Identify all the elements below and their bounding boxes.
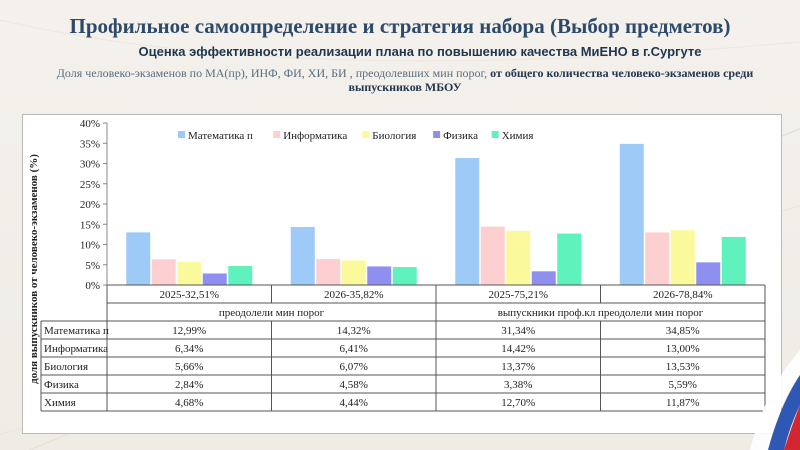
bar-2-2 xyxy=(316,259,341,285)
x-tick-label: 2026-35,82% xyxy=(324,289,384,301)
bar-1-4 xyxy=(619,143,644,285)
table-cell: 14,32% xyxy=(337,325,371,337)
x-tick-label: 2026-78,84% xyxy=(653,289,713,301)
bar-5-3 xyxy=(557,233,582,285)
legend-swatch xyxy=(433,131,441,138)
table-cell: 4,68% xyxy=(175,397,203,409)
table-cell: 2,84% xyxy=(175,379,203,391)
table-cell: 5,66% xyxy=(175,361,203,373)
y-tick-label: 40% xyxy=(80,118,100,130)
x-group-label: преодолели мин порог xyxy=(219,307,325,319)
y-axis-label: доля выпускников от человеко-экзаменов (… xyxy=(28,154,40,384)
bar-5-4 xyxy=(721,236,746,285)
legend-swatch xyxy=(273,131,281,138)
chart-panel: доля выпускников от человеко-экзаменов (… xyxy=(22,114,782,434)
x-group-label: выпускники проф.кл преодолели мин порог xyxy=(498,307,704,319)
table-cell: 6,41% xyxy=(340,343,368,355)
y-tick-label: 15% xyxy=(80,219,100,231)
bar-5-2 xyxy=(392,267,417,285)
x-tick-label: 2025-75,21% xyxy=(488,289,548,301)
table-cell: 34,85% xyxy=(666,325,700,337)
table-cell: 12,99% xyxy=(172,325,206,337)
y-tick-label: 25% xyxy=(80,179,100,191)
table-cell: 14,42% xyxy=(501,343,535,355)
table-cell: 4,44% xyxy=(340,397,368,409)
bar-3-3 xyxy=(506,230,531,285)
table-cell: 12,70% xyxy=(501,397,535,409)
bar-1-1 xyxy=(126,232,151,285)
table-cell: 4,58% xyxy=(340,379,368,391)
table-row-header: Математика п xyxy=(44,325,109,337)
table-cell: 13,53% xyxy=(666,361,700,373)
legend-label: Химия xyxy=(502,130,534,142)
bar-chart: доля выпускников от человеко-экзаменов (… xyxy=(28,118,766,412)
bar-3-4 xyxy=(670,230,695,285)
bar-3-2 xyxy=(341,260,366,285)
table-row-header: Биология xyxy=(44,361,88,373)
table-row-header: Физика xyxy=(44,379,79,391)
legend-label: Информатика xyxy=(283,130,347,142)
table-row-header: Химия xyxy=(44,397,76,409)
table-row-header: Информатика xyxy=(44,343,108,355)
table-cell: 13,00% xyxy=(666,343,700,355)
slide-title: Профильное самоопределение и стратегия н… xyxy=(69,14,731,38)
y-tick-label: 5% xyxy=(85,260,100,272)
flag-decoration-icon xyxy=(750,350,800,450)
description-normal: Доля человеко-экзаменов по МА(пр), ИНФ, … xyxy=(56,66,488,80)
y-tick-label: 0% xyxy=(85,280,100,292)
bar-2-4 xyxy=(645,232,670,285)
y-tick-label: 10% xyxy=(80,240,100,252)
bar-4-1 xyxy=(202,273,227,285)
legend-swatch xyxy=(362,131,370,138)
y-tick-label: 20% xyxy=(80,199,100,211)
table-cell: 31,34% xyxy=(501,325,535,337)
table-cell: 6,07% xyxy=(340,361,368,373)
bar-5-1 xyxy=(228,266,253,285)
legend-swatch xyxy=(491,131,499,138)
y-tick-label: 35% xyxy=(80,138,100,150)
bar-4-2 xyxy=(367,266,392,285)
table-cell: 11,87% xyxy=(666,397,700,409)
bar-1-2 xyxy=(290,227,315,285)
legend-swatch xyxy=(178,131,185,138)
table-cell: 5,59% xyxy=(669,379,697,391)
table-cell: 6,34% xyxy=(175,343,203,355)
legend-label: Физика xyxy=(443,130,478,142)
bar-3-1 xyxy=(177,262,202,285)
legend-label: Математика п xyxy=(188,130,253,142)
description-bold: от общего количества человеко-экзаменов … xyxy=(348,66,754,94)
bar-4-4 xyxy=(696,262,721,285)
table-cell: 13,37% xyxy=(501,361,535,373)
slide-subtitle: Оценка эффективности реализации плана по… xyxy=(138,44,702,59)
table-cell: 3,38% xyxy=(504,379,532,391)
y-tick-label: 30% xyxy=(80,159,100,171)
bar-2-3 xyxy=(480,226,505,285)
legend-label: Биология xyxy=(372,130,416,142)
bar-4-3 xyxy=(531,271,556,285)
bar-2-1 xyxy=(151,259,176,285)
bar-1-3 xyxy=(455,158,480,285)
chart-description: Доля человеко-экзаменов по МА(пр), ИНФ, … xyxy=(20,66,790,94)
x-tick-label: 2025-32,51% xyxy=(159,289,219,301)
